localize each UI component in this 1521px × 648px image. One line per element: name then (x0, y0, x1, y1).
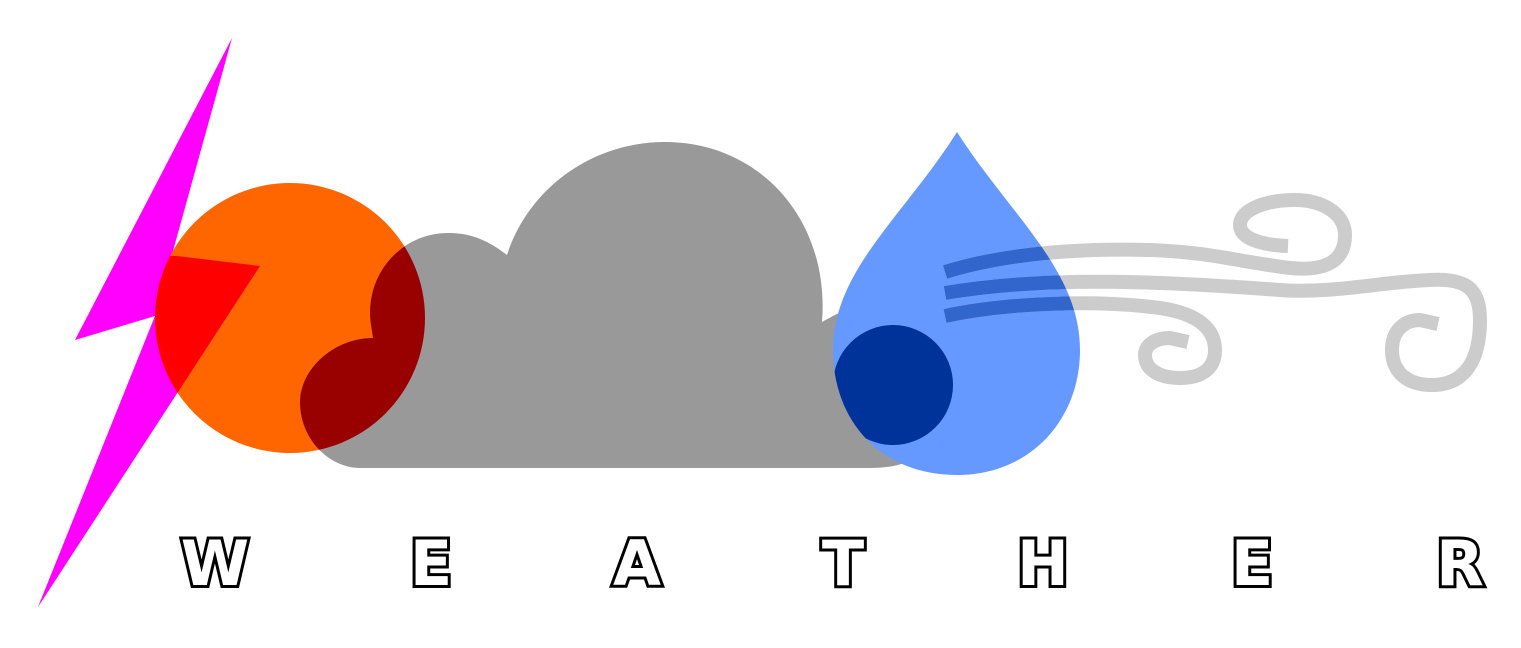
cloud-icon (300, 142, 945, 468)
wind-icon (942, 192, 1488, 393)
title-letter: T (822, 527, 864, 600)
cloud-drop-overlap (833, 325, 953, 445)
title-letter: R (1436, 527, 1484, 600)
wind-drop-overlap (943, 274, 1080, 300)
title-letter: W (181, 527, 249, 600)
lightning-sun-overlap (155, 256, 260, 440)
title-letter: E (410, 527, 452, 600)
title-word: W E A T H E R (178, 524, 1487, 603)
title-letter: H (1017, 527, 1069, 600)
wind-drop-overlap (943, 296, 1080, 323)
title-letter: A (613, 527, 661, 600)
title-letter: E (1231, 527, 1273, 600)
wind-drop-overlap (942, 242, 1080, 279)
